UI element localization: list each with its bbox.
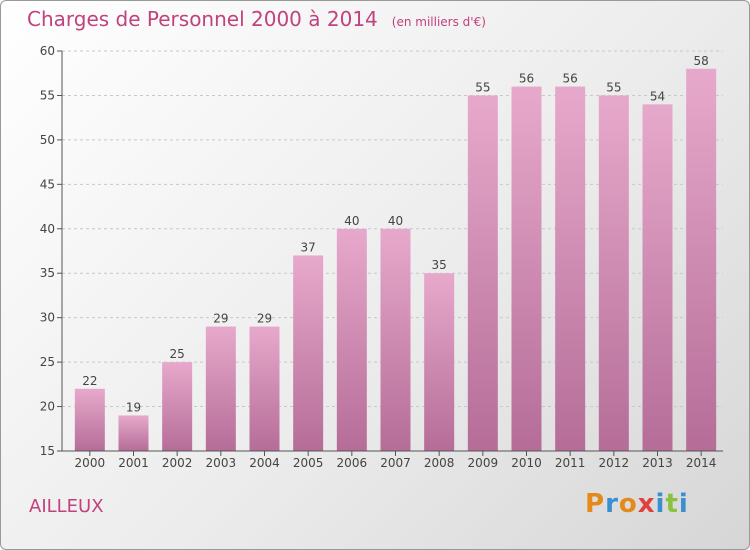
x-tick-label-2005: 2005 — [293, 456, 324, 470]
data-label-2004: 29 — [257, 312, 272, 326]
x-tick-label-2000: 2000 — [75, 456, 106, 470]
data-label-2001: 19 — [126, 400, 141, 414]
y-tick-label-20: 20 — [40, 400, 55, 414]
data-label-2010: 56 — [519, 72, 534, 86]
x-tick-label-2010: 2010 — [511, 456, 542, 470]
bar-2011 — [555, 86, 586, 452]
chart-title: Charges de Personnel 2000 à 2014 (en mill… — [27, 7, 486, 31]
y-tick-label-55: 55 — [40, 88, 55, 102]
x-tick-label-2009: 2009 — [468, 456, 499, 470]
logo-letter: i — [655, 489, 666, 519]
logo-letter: P — [585, 489, 606, 519]
data-label-2013: 54 — [650, 89, 665, 103]
x-tick-label-2007: 2007 — [380, 456, 411, 470]
data-label-2005: 37 — [301, 240, 316, 254]
data-label-2000: 22 — [82, 374, 97, 388]
data-label-2012: 55 — [606, 80, 621, 94]
x-tick-label-2001: 2001 — [118, 456, 149, 470]
bar-2006 — [336, 228, 367, 451]
bar-2013 — [642, 104, 673, 451]
x-tick-label-2006: 2006 — [337, 456, 368, 470]
logo-letter: o — [618, 489, 638, 519]
logo-letter: x — [637, 489, 656, 519]
x-tick-label-2014: 2014 — [686, 456, 717, 470]
x-tick-label-2013: 2013 — [642, 456, 673, 470]
bar-2007 — [380, 228, 411, 451]
logo-letter: r — [605, 489, 619, 519]
y-tick-label-25: 25 — [40, 355, 55, 369]
x-tick-label-2012: 2012 — [599, 456, 630, 470]
y-tick-label-15: 15 — [40, 444, 55, 458]
bar-2000 — [74, 388, 105, 451]
bar-2002 — [162, 362, 193, 451]
data-label-2014: 58 — [694, 54, 709, 68]
x-tick-label-2004: 2004 — [249, 456, 280, 470]
bar-2004 — [249, 326, 280, 451]
y-tick-label-40: 40 — [40, 222, 55, 236]
bar-2010 — [511, 86, 542, 452]
proxiti-logo[interactable]: Proxiti — [585, 489, 689, 519]
bar-2014 — [686, 68, 717, 452]
bar-2008 — [424, 273, 455, 451]
axes: 15 20 25 30 35 40 45 50 55 60 2000 2001 2002 2003 2004… — [40, 44, 723, 470]
y-tick-label-45: 45 — [40, 177, 55, 191]
data-label-2011: 56 — [563, 72, 578, 86]
y-tick-label-50: 50 — [40, 133, 55, 147]
logo-letter: t — [665, 489, 679, 519]
chart-subtitle: (en milliers d'€) — [391, 15, 486, 29]
x-tick-label-2003: 2003 — [206, 456, 237, 470]
x-tick-label-2008: 2008 — [424, 456, 455, 470]
bar-2001 — [118, 415, 149, 451]
data-label-2008: 35 — [432, 258, 447, 272]
bars: 22 19 25 29 29 37 40 40 35 55 56 56 55 54 58 — [74, 54, 717, 452]
bar-2012 — [598, 95, 629, 451]
x-tick-label-2002: 2002 — [162, 456, 193, 470]
y-tick-label-30: 30 — [40, 311, 55, 325]
chart-title-main: Charges de Personnel 2000 à 2014 — [27, 7, 378, 31]
data-label-2007: 40 — [388, 214, 403, 228]
data-label-2009: 55 — [475, 80, 490, 94]
bar-2003 — [205, 326, 236, 451]
data-label-2006: 40 — [344, 214, 359, 228]
data-label-2002: 25 — [170, 347, 185, 361]
bar-2005 — [293, 255, 324, 451]
y-tick-label-60: 60 — [40, 44, 55, 58]
bar-2009 — [467, 95, 498, 451]
y-tick-label-35: 35 — [40, 266, 55, 280]
commune-name: AILLEUX — [29, 496, 104, 517]
logo-letter: i — [678, 489, 689, 519]
x-tick-label-2011: 2011 — [555, 456, 586, 470]
data-label-2003: 29 — [213, 312, 228, 326]
